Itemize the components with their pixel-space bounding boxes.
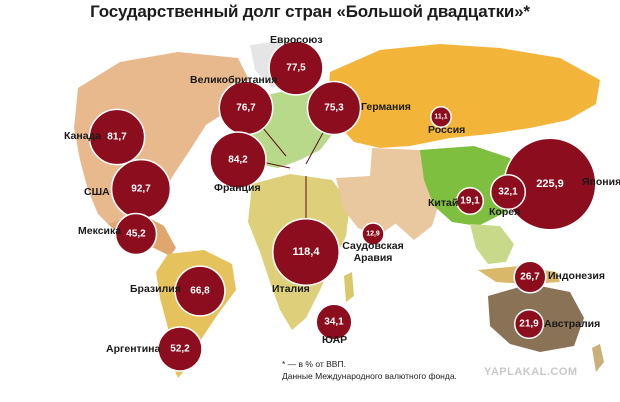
label-mexico: Мексика <box>78 225 122 237</box>
label-eurozone: Евросоюз <box>270 34 323 46</box>
value-uk: 76,7 <box>236 103 256 114</box>
value-france: 84,2 <box>228 155 248 166</box>
bubble-italy <box>272 218 340 286</box>
map-title: Государственный долг стран «Большой двад… <box>90 2 530 21</box>
bubble-mexico <box>114 212 158 256</box>
watermark: YAPLAKAL.COM <box>484 366 578 378</box>
value-australia: 21,9 <box>519 319 539 330</box>
bubble-sar <box>315 303 353 341</box>
value-germany: 75,3 <box>324 103 344 114</box>
label-japan: Япония <box>582 176 620 188</box>
value-usa: 92,7 <box>131 184 151 195</box>
land-madagascar <box>344 272 354 302</box>
bubble-canada <box>88 108 146 166</box>
label-germany: Германия <box>361 101 411 113</box>
label-korea: Корея <box>489 206 521 218</box>
value-mexico: 45,2 <box>126 229 146 240</box>
bubble-argentina <box>157 326 203 372</box>
value-argentina: 52,2 <box>170 344 190 355</box>
value-sar: 34,1 <box>324 317 344 328</box>
land-china <box>420 146 518 226</box>
label-canada: Канада <box>64 130 102 142</box>
value-saudi: 12,9 <box>366 231 380 238</box>
footnote-unit: * — в % от ВВП. <box>282 359 346 369</box>
label-sar: ЮАР <box>322 334 348 346</box>
land-asia-south <box>370 148 440 240</box>
bubble-china <box>455 186 485 216</box>
bubble-brazil <box>174 265 226 317</box>
label-china: Китай <box>428 197 459 209</box>
bubble-russia <box>430 106 452 128</box>
bubble-korea <box>489 173 527 211</box>
label-france: Франция <box>214 182 261 194</box>
bubble-france <box>209 131 267 189</box>
label-australia: Австралия <box>544 318 601 330</box>
label-indonesia: Индонезия <box>548 270 605 282</box>
bubble-germany <box>306 80 362 136</box>
bubble-saudi <box>361 222 385 246</box>
value-russia: 11,1 <box>434 114 447 121</box>
label-russia: Россия <box>428 124 466 136</box>
footnote: * — в % от ВВП. Данные Международного ва… <box>282 358 457 382</box>
debt-bubbles: 77,5 76,7 75,3 11,1 81,7 84,2 92,7 225,9 19,1 32,… <box>88 40 597 372</box>
land-russia <box>328 44 600 148</box>
label-uk: Великобритания <box>190 74 278 86</box>
bubble-indonesia <box>513 260 547 294</box>
value-brazil: 66,8 <box>190 286 210 297</box>
value-korea: 32,1 <box>498 187 518 198</box>
value-italy: 118,4 <box>293 246 321 258</box>
label-usa: США <box>84 186 110 198</box>
connector-france <box>261 161 291 169</box>
bubble-eurozone <box>268 40 324 96</box>
value-china: 19,1 <box>460 196 480 207</box>
value-eurozone: 77,5 <box>286 63 306 74</box>
label-brazil: Бразилия <box>130 283 181 295</box>
bubble-australia <box>513 308 545 340</box>
value-japan: 225,9 <box>536 178 564 190</box>
land-southeast-asia <box>470 224 514 264</box>
label-italy: Италия <box>272 283 310 295</box>
value-canada: 81,7 <box>107 132 127 143</box>
label-argentina: Аргентина <box>106 343 161 355</box>
value-indonesia: 26,7 <box>520 272 540 283</box>
footnote-source: Данные Международного валютного фонда. <box>282 371 457 381</box>
land-new-zealand <box>592 344 604 372</box>
label-saudi: Саудовская Аравия <box>342 240 404 264</box>
